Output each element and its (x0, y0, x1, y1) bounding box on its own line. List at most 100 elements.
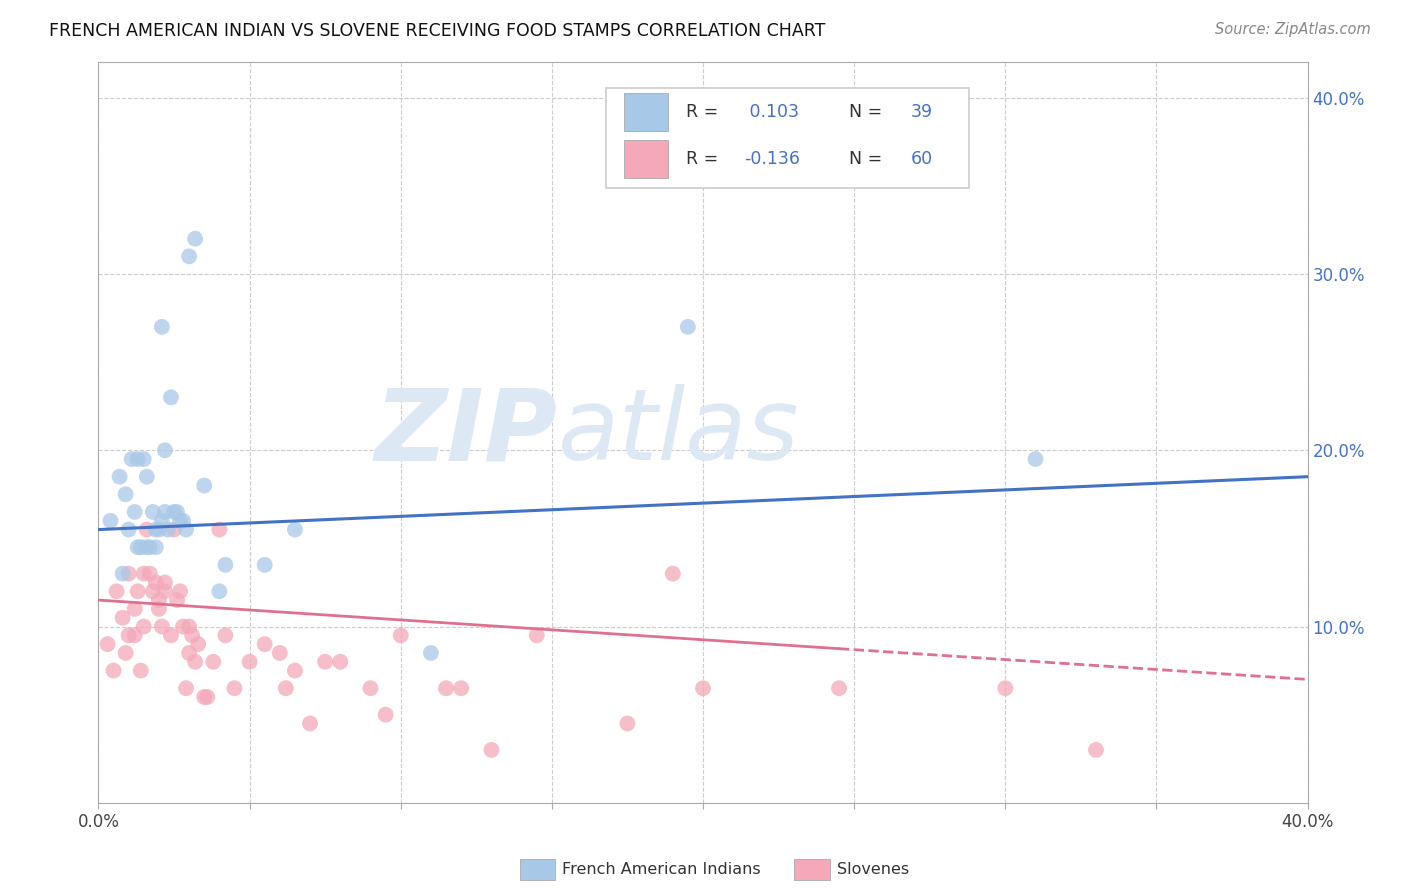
Point (148, 593, 170, 607)
Point (135, 540, 157, 554)
Point (111, 610, 134, 624)
Point (193, 478, 215, 492)
Point (142, 584, 165, 599)
Point (108, 469, 131, 483)
Point (100, 514, 122, 528)
Point (184, 232, 207, 246)
Point (208, 523, 231, 537)
Point (118, 523, 141, 537)
Point (202, 655, 225, 669)
Point (124, 628, 146, 642)
Point (160, 390, 183, 404)
Point (124, 505, 146, 519)
Point (135, 523, 157, 537)
Text: French American Indians: French American Indians (562, 863, 761, 877)
Point (153, 443, 176, 458)
Point (224, 681, 246, 696)
Point (118, 628, 141, 642)
Point (169, 514, 191, 528)
Point (269, 646, 291, 660)
Point (526, 628, 548, 642)
Point (139, 540, 162, 554)
Point (299, 716, 322, 731)
Point (150, 619, 173, 633)
Point (1085, 743, 1108, 757)
Point (181, 628, 204, 642)
Point (661, 566, 683, 581)
Text: Slovenes: Slovenes (837, 863, 908, 877)
Point (163, 523, 186, 537)
Point (111, 566, 134, 581)
Point (148, 602, 170, 616)
Point (253, 558, 276, 572)
Point (166, 593, 188, 607)
Point (692, 681, 714, 696)
Point (214, 628, 236, 642)
Point (420, 646, 443, 660)
Text: atlas: atlas (558, 384, 800, 481)
Point (132, 566, 155, 581)
Point (139, 566, 162, 581)
Point (193, 690, 215, 704)
Point (114, 646, 136, 660)
Point (179, 619, 201, 633)
Point (150, 319, 173, 334)
Point (239, 655, 262, 669)
Point (163, 505, 186, 519)
Point (284, 664, 307, 678)
Point (389, 628, 412, 642)
Point (103, 664, 125, 678)
Point (148, 523, 170, 537)
Point (434, 681, 457, 696)
Point (174, 681, 197, 696)
Point (129, 540, 152, 554)
Text: Source: ZipAtlas.com: Source: ZipAtlas.com (1215, 22, 1371, 37)
Point (114, 487, 136, 501)
Point (129, 664, 152, 678)
Point (208, 584, 231, 599)
Point (153, 505, 176, 519)
Point (127, 452, 149, 467)
Point (169, 584, 191, 599)
Point (145, 523, 167, 537)
Point (142, 505, 165, 519)
Point (172, 619, 194, 633)
Point (166, 505, 188, 519)
Point (145, 540, 167, 554)
Point (153, 584, 176, 599)
Point (135, 469, 157, 483)
Point (676, 319, 699, 334)
Point (1024, 452, 1046, 467)
Point (450, 681, 472, 696)
Text: FRENCH AMERICAN INDIAN VS SLOVENE RECEIVING FOOD STAMPS CORRELATION CHART: FRENCH AMERICAN INDIAN VS SLOVENE RECEIV… (49, 22, 825, 40)
Point (153, 575, 176, 590)
Point (195, 690, 218, 704)
Text: ZIP: ZIP (375, 384, 558, 481)
Point (132, 619, 155, 633)
Point (481, 743, 503, 757)
Point (994, 681, 1017, 696)
Point (314, 655, 336, 669)
Point (145, 575, 167, 590)
Point (184, 655, 207, 669)
Point (174, 523, 197, 537)
Point (105, 584, 128, 599)
Point (179, 249, 201, 263)
Point (360, 681, 382, 696)
Point (156, 523, 179, 537)
Point (127, 584, 149, 599)
Point (121, 452, 143, 467)
Point (214, 558, 236, 572)
Point (329, 655, 352, 669)
Point (284, 523, 307, 537)
Point (274, 681, 297, 696)
Point (374, 707, 396, 722)
Point (150, 514, 173, 528)
Point (253, 637, 276, 651)
Point (616, 716, 638, 731)
Point (160, 628, 183, 642)
Point (127, 540, 149, 554)
Point (187, 637, 209, 651)
Point (132, 452, 155, 467)
Point (96, 637, 118, 651)
